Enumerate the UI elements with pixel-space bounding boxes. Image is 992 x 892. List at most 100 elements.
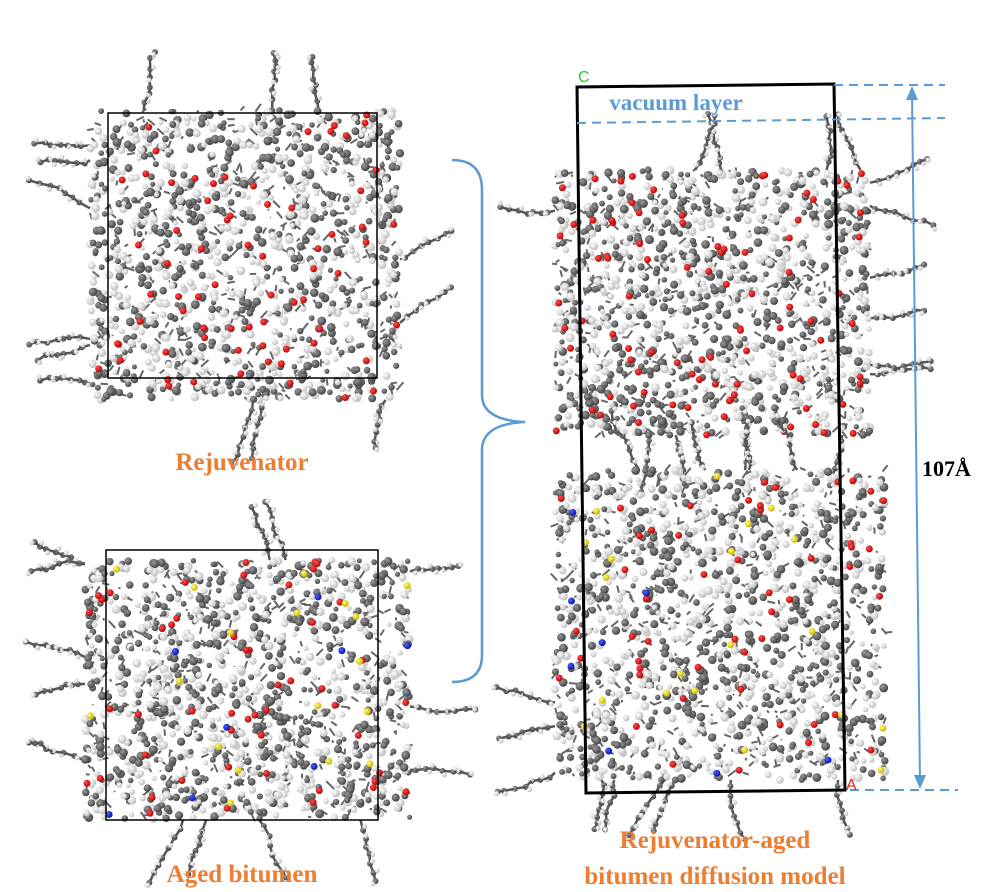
atom bbox=[265, 795, 274, 805]
atom bbox=[266, 618, 272, 624]
bond bbox=[848, 289, 855, 296]
atom bbox=[113, 245, 121, 254]
atom bbox=[181, 162, 189, 170]
bond bbox=[389, 719, 397, 723]
atom bbox=[150, 559, 160, 569]
bond bbox=[330, 803, 336, 809]
atom bbox=[347, 345, 356, 354]
atom bbox=[637, 246, 646, 254]
atom bbox=[324, 368, 330, 374]
atom bbox=[266, 681, 275, 690]
atom bbox=[314, 702, 322, 710]
atom bbox=[300, 305, 307, 313]
atom bbox=[96, 226, 106, 235]
bond bbox=[274, 657, 280, 664]
atom bbox=[308, 86, 314, 92]
atom bbox=[191, 174, 199, 182]
atom bbox=[394, 772, 402, 779]
atom bbox=[300, 368, 307, 375]
atom bbox=[320, 255, 328, 263]
atom bbox=[270, 517, 276, 523]
atom bbox=[397, 786, 403, 792]
atom bbox=[175, 186, 185, 196]
atom bbox=[379, 169, 386, 176]
atom bbox=[221, 120, 227, 126]
bond bbox=[554, 175, 557, 178]
atom bbox=[336, 739, 343, 746]
atom bbox=[303, 179, 310, 186]
atom bbox=[162, 333, 171, 342]
atom bbox=[274, 575, 282, 583]
atom bbox=[179, 307, 187, 315]
atom bbox=[381, 593, 387, 600]
atom bbox=[198, 233, 206, 242]
atom bbox=[117, 685, 125, 693]
atom bbox=[128, 121, 135, 128]
bond bbox=[125, 267, 133, 271]
atom bbox=[94, 127, 103, 136]
atom bbox=[272, 127, 282, 136]
atom bbox=[275, 69, 281, 75]
atom bbox=[820, 262, 829, 271]
atom bbox=[171, 191, 178, 199]
atom bbox=[201, 334, 209, 342]
atom bbox=[156, 179, 165, 187]
atom bbox=[220, 163, 229, 172]
atom bbox=[218, 699, 224, 705]
bond bbox=[141, 648, 144, 651]
atom bbox=[147, 290, 155, 298]
atom bbox=[364, 139, 373, 149]
atom bbox=[316, 657, 325, 666]
atom bbox=[268, 165, 277, 174]
atom bbox=[229, 692, 236, 699]
atom bbox=[690, 186, 700, 196]
bond bbox=[790, 291, 794, 295]
atom bbox=[380, 699, 388, 706]
atom bbox=[259, 363, 267, 370]
atom bbox=[390, 156, 398, 164]
bond bbox=[155, 649, 162, 656]
bond bbox=[677, 195, 682, 200]
bond bbox=[114, 233, 120, 240]
atom bbox=[368, 257, 376, 265]
atom bbox=[218, 610, 226, 619]
atom bbox=[390, 670, 400, 679]
atom bbox=[320, 143, 330, 152]
atom bbox=[234, 176, 241, 182]
atom bbox=[261, 412, 267, 418]
atom bbox=[313, 190, 320, 197]
atom bbox=[315, 260, 325, 270]
atom bbox=[364, 135, 371, 142]
atom bbox=[288, 287, 295, 294]
bond bbox=[719, 392, 727, 401]
atom bbox=[247, 596, 254, 603]
atom bbox=[197, 213, 205, 222]
atom bbox=[242, 559, 250, 567]
atom bbox=[187, 354, 196, 363]
atom bbox=[347, 656, 355, 663]
atom bbox=[368, 131, 376, 139]
atom bbox=[87, 712, 95, 720]
atom bbox=[351, 127, 360, 136]
bond bbox=[91, 766, 96, 772]
atom bbox=[223, 216, 231, 224]
bond bbox=[648, 357, 652, 361]
atom bbox=[144, 265, 153, 273]
atom bbox=[299, 335, 305, 342]
bond bbox=[552, 204, 560, 212]
atom bbox=[250, 514, 256, 520]
atom bbox=[146, 809, 154, 817]
atom bbox=[310, 213, 320, 223]
atom bbox=[315, 786, 323, 794]
atom bbox=[857, 347, 865, 355]
bond bbox=[358, 569, 366, 579]
atom bbox=[146, 678, 153, 685]
atom bbox=[193, 733, 200, 739]
atom bbox=[243, 430, 249, 436]
atom bbox=[763, 321, 770, 328]
bond bbox=[325, 379, 329, 386]
atom bbox=[125, 380, 132, 388]
atom bbox=[387, 688, 395, 697]
atom bbox=[155, 861, 161, 867]
